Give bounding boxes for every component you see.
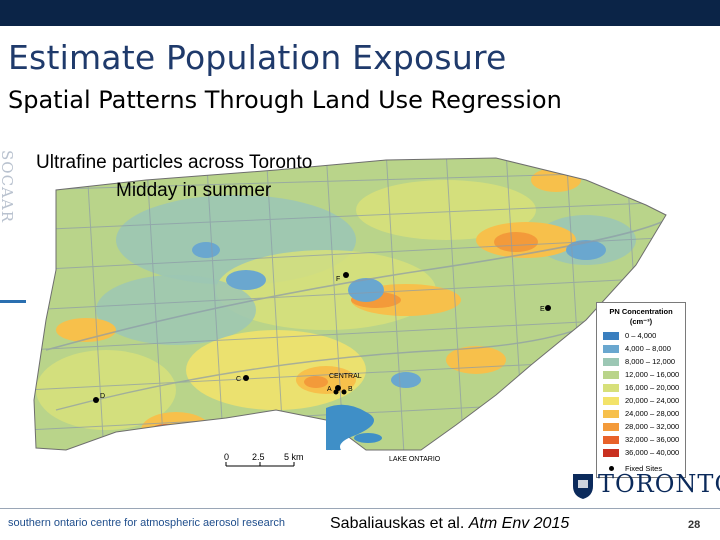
legend-swatch (603, 371, 619, 379)
legend-swatch (603, 332, 619, 340)
toronto-map (33, 157, 667, 467)
legend-row: 0 – 4,000 (603, 331, 683, 341)
legend-unit: (cm⁻³) (629, 317, 653, 326)
legend-label: 8,000 – 12,000 (625, 357, 676, 366)
site-label-c: C (236, 376, 242, 383)
footer-organization: southern ontario centre for atmospheric … (8, 517, 285, 529)
scale-label-2.5: 2.5 (252, 452, 265, 462)
citation: Sabaliauskas et al. Atm Env 2015 (330, 515, 570, 532)
site-d-marker (93, 397, 99, 403)
left-accent-bar (0, 300, 26, 303)
legend-title: PN Concentration (609, 307, 673, 316)
lake-ontario-shoreline (326, 404, 374, 450)
legend-label: 12,000 – 16,000 (625, 370, 680, 379)
university-logo: TORONTO (570, 470, 720, 502)
legend-label: 32,000 – 36,000 (625, 435, 680, 444)
legend-swatch (603, 397, 619, 405)
legend-label: 0 – 4,000 (625, 331, 657, 340)
site-c-marker (243, 375, 249, 381)
legend-fixed-sites: Fixed Sites (603, 464, 683, 474)
legend-label: 20,000 – 24,000 (625, 396, 680, 405)
slide-subtitle: Spatial Patterns Through Land Use Regres… (8, 86, 562, 114)
legend-swatch (603, 410, 619, 418)
side-watermark: SOCAAR (0, 150, 16, 224)
site-label-e: E (540, 306, 545, 313)
map-legend: PN Concentration (cm⁻³) 0 – 4,000 4,000 –… (596, 302, 686, 478)
legend-swatch (603, 436, 619, 444)
legend-row: 28,000 – 32,000 (603, 422, 683, 432)
crest-icon (573, 474, 593, 499)
top-banner (0, 0, 720, 26)
site-b-marker (341, 389, 347, 395)
fixed-site-icon (609, 466, 614, 471)
legend-row: 4,000 – 8,000 (603, 344, 683, 354)
legend-swatch (603, 358, 619, 366)
legend-label: 28,000 – 32,000 (625, 422, 680, 431)
legend-row: 12,000 – 16,000 (603, 370, 683, 380)
site-e-marker (545, 305, 551, 311)
scale-label-5km: 5 km (284, 452, 304, 462)
legend-swatch (603, 384, 619, 392)
site-label-b: B (348, 386, 353, 393)
legend-label: 24,000 – 28,000 (625, 409, 680, 418)
site-label-f: F (336, 276, 341, 283)
legend-label: 36,000 – 40,000 (625, 448, 680, 457)
logo-text: TORONTO (598, 470, 720, 498)
legend-row: 8,000 – 12,000 (603, 357, 683, 367)
scale-bar (225, 462, 295, 467)
legend-row: 16,000 – 20,000 (603, 383, 683, 393)
site-label-central: CENTRAL (329, 373, 362, 380)
legend-row: 20,000 – 24,000 (603, 396, 683, 406)
site-central-marker (335, 385, 341, 391)
site-label-d: D (100, 393, 106, 400)
site-a-marker (333, 389, 339, 395)
map-caption-line1: Ultrafine particles across Toronto (36, 152, 313, 173)
legend-row: 24,000 – 28,000 (603, 409, 683, 419)
legend-label: 4,000 – 8,000 (625, 344, 671, 353)
lake-label: LAKE ONTARIO (389, 456, 441, 463)
legend-label: 16,000 – 20,000 (625, 383, 680, 392)
legend-swatch (603, 345, 619, 353)
legend-row: 32,000 – 36,000 (603, 435, 683, 445)
site-f-marker (343, 272, 349, 278)
map-caption-line2: Midday in summer (116, 180, 272, 201)
slide-title: Estimate Population Exposure (8, 38, 507, 77)
page-number: 28 (688, 519, 701, 531)
site-label-a: A (327, 386, 332, 393)
legend-swatch (603, 449, 619, 457)
footer-divider (0, 508, 720, 509)
legend-swatch (603, 423, 619, 431)
scale-label-0: 0 (224, 452, 230, 462)
legend-row: 36,000 – 40,000 (603, 448, 683, 458)
